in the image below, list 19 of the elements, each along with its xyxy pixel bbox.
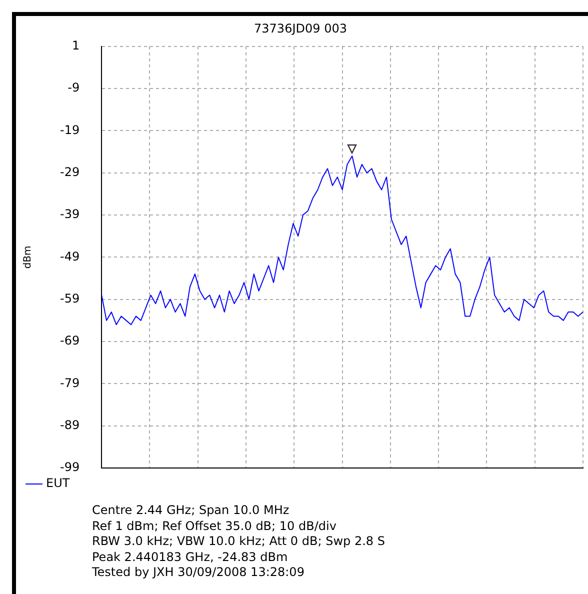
text: Centre 2.44 GHz; Span 10.0 MHz: [92, 503, 290, 518]
y-tick-label: -69: [60, 334, 80, 348]
y-tick-label: -29: [60, 165, 80, 180]
y-axis-title: dBm: [22, 246, 34, 269]
text: Peak 2.440183 GHz, -24.83 dBm: [92, 550, 289, 565]
text: Tested by JXH 30/09/2008 13:28:09: [92, 565, 306, 580]
y-tick-label: -79: [60, 376, 80, 390]
y-tick-label: -19: [60, 122, 80, 137]
y-tick-label: -99: [60, 460, 80, 474]
y-tick-label: -49: [60, 249, 80, 264]
y-tick-label: -89: [60, 418, 80, 432]
y-tick-label: 1: [72, 38, 80, 53]
y-tick-label: -59: [60, 291, 80, 306]
legend-label: EUT: [46, 476, 70, 490]
text: RBW 3.0 kHz; VBW 10.0 kHz; Att 0 dB; Swp 2.8 S: [92, 534, 385, 550]
chart-title: 73736JD09 003: [254, 21, 347, 36]
text: Ref 1 dBm; Ref Offset 35.0 dB; 10 dB/div: [92, 518, 338, 534]
y-tick-label: -9: [68, 80, 80, 95]
y-tick-label: -39: [60, 207, 80, 222]
